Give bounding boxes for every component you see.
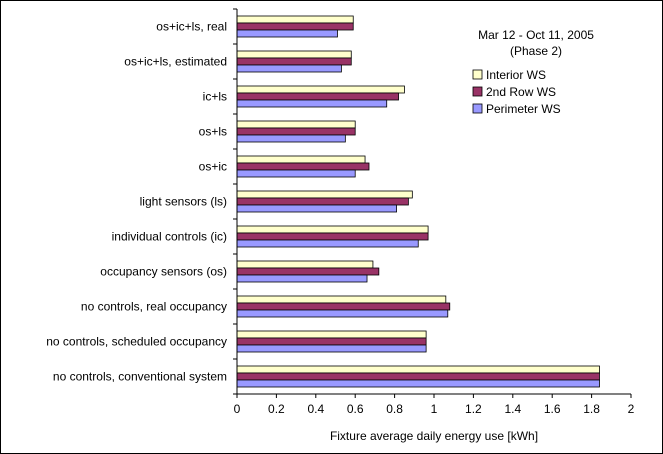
category-label-6: individual controls (ic)	[112, 230, 227, 244]
bar-perimeter-ws-9	[236, 344, 427, 353]
bar-perimeter-ws-6	[236, 239, 419, 248]
annotation-line-2: (Phase 2)	[510, 44, 562, 58]
category-label-0: os+ic+ls, real	[156, 20, 227, 34]
legend-swatch-interior	[472, 69, 483, 80]
bars	[236, 15, 600, 388]
category-label-5: light sensors (ls)	[140, 195, 227, 209]
bar-interior-ws-10	[236, 365, 600, 374]
x-tick-label-5: 1	[431, 402, 438, 416]
bar-interior-ws-9	[236, 330, 427, 339]
bar-2nd-row-ws-8	[236, 302, 451, 311]
x-tick-label-1: 0.2	[268, 402, 285, 416]
x-tick-label-0: 0	[234, 402, 241, 416]
axes	[233, 8, 632, 398]
x-tick-label-4: 0.8	[386, 402, 403, 416]
annotation-line-1: Mar 12 - Oct 11, 2005	[478, 28, 594, 42]
x-tick-label-10: 2	[628, 402, 635, 416]
bar-perimeter-ws-10	[236, 379, 600, 388]
bar-2nd-row-ws-0	[236, 22, 354, 31]
bar-perimeter-ws-7	[236, 274, 368, 283]
x-tick-label-7: 1.4	[504, 402, 521, 416]
legend-label-interior: Interior WS	[486, 68, 546, 82]
bar-perimeter-ws-4	[236, 169, 356, 178]
bar-2nd-row-ws-7	[236, 267, 380, 276]
bar-2nd-row-ws-3	[236, 127, 356, 136]
category-labels: os+ic+ls, real os+ic+ls, estimated ic+ls os…	[46, 20, 227, 384]
bar-perimeter-ws-2	[236, 99, 388, 108]
bar-2nd-row-ws-5	[236, 197, 409, 206]
bar-interior-ws-8	[236, 295, 447, 304]
category-label-9: no controls, scheduled occupancy	[46, 335, 227, 349]
bar-2nd-row-ws-6	[236, 232, 429, 241]
bar-interior-ws-5	[236, 190, 413, 199]
x-tick-label-8: 1.6	[544, 402, 561, 416]
bar-interior-ws-2	[236, 85, 405, 94]
bar-interior-ws-7	[236, 260, 374, 269]
category-label-10: no controls, conventional system	[53, 370, 227, 384]
category-label-8: no controls, real occupancy	[81, 300, 227, 314]
bar-2nd-row-ws-9	[236, 337, 427, 346]
bar-2nd-row-ws-2	[236, 92, 399, 101]
legend-swatch-2nd-row	[472, 86, 483, 97]
x-tick-labels: 0 0.2 0.4 0.6 0.8 1 1.2 1.4 1.6 1.8 2	[234, 402, 635, 416]
x-axis-title: Fixture average daily energy use [kWh]	[330, 429, 538, 443]
category-label-4: os+ic	[199, 160, 227, 174]
bar-interior-ws-6	[236, 225, 429, 234]
legend-label-perimeter: Perimeter WS	[486, 102, 561, 116]
x-tick-label-9: 1.8	[583, 402, 600, 416]
bar-interior-ws-1	[236, 50, 352, 59]
category-label-7: occupancy sensors (os)	[100, 265, 227, 279]
x-tick-label-2: 0.4	[307, 402, 324, 416]
bar-perimeter-ws-5	[236, 204, 397, 213]
legend-label-2nd-row: 2nd Row WS	[486, 85, 556, 99]
bar-perimeter-ws-3	[236, 134, 346, 143]
bar-2nd-row-ws-1	[236, 57, 352, 66]
bar-interior-ws-4	[236, 155, 366, 164]
bar-2nd-row-ws-4	[236, 162, 370, 171]
legend: Interior WS 2nd Row WS Perimeter WS	[472, 68, 561, 116]
legend-swatch-perimeter	[472, 103, 483, 114]
date-annotation: Mar 12 - Oct 11, 2005 (Phase 2)	[478, 28, 594, 58]
category-label-1: os+ic+ls, estimated	[124, 55, 227, 69]
bar-perimeter-ws-0	[236, 29, 338, 38]
category-label-3: os+ls	[199, 125, 227, 139]
bar-perimeter-ws-8	[236, 309, 449, 318]
bar-interior-ws-0	[236, 15, 354, 24]
bar-perimeter-ws-1	[236, 64, 342, 73]
bar-interior-ws-3	[236, 120, 356, 129]
x-tick-label-3: 0.6	[347, 402, 364, 416]
bar-2nd-row-ws-10	[236, 372, 600, 381]
category-label-2: ic+ls	[203, 90, 227, 104]
x-tick-label-6: 1.2	[465, 402, 482, 416]
